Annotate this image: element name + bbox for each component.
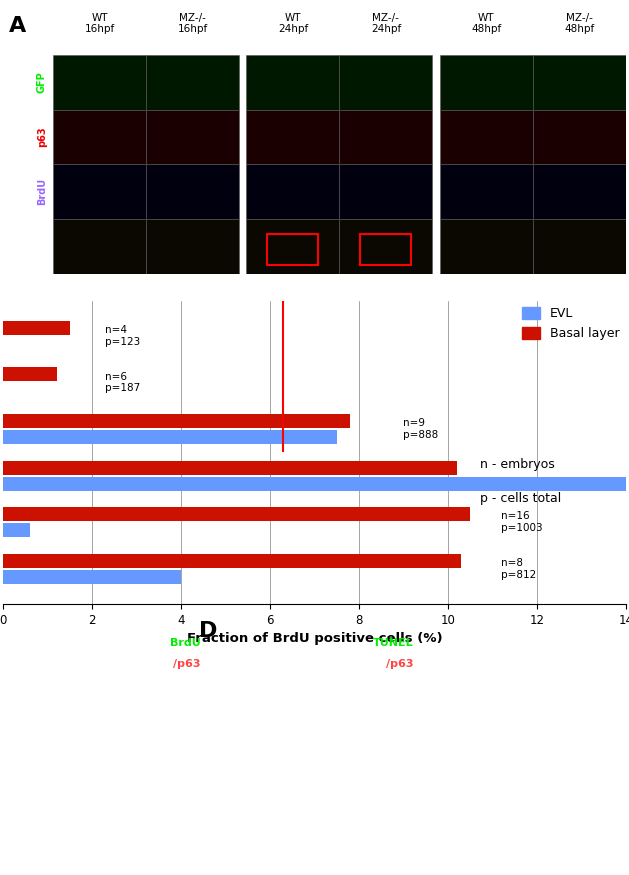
Bar [146,55,239,109]
Bar [440,55,533,109]
Bar [3,477,626,491]
Bar [340,164,432,220]
Text: WT
24hpf: WT 24hpf [278,13,308,34]
Bar [340,109,432,164]
Bar [533,164,626,220]
Text: 96hpf: 96hpf [435,842,476,855]
Text: D: D [199,621,217,641]
Bar [533,55,626,109]
Bar [3,430,337,444]
Bar [146,164,239,220]
Bar [3,523,30,537]
Text: WT
48hpf: WT 48hpf [471,13,501,34]
Bar [267,234,318,264]
X-axis label: Fraction of BrdU positive cells (%): Fraction of BrdU positive cells (%) [187,632,442,645]
Bar [533,109,626,164]
Text: 48hpf: 48hpf [13,842,54,855]
Bar [247,220,340,274]
Text: /p63: /p63 [386,659,414,668]
Text: n - embryos: n - embryos [479,458,554,472]
Bar [53,164,146,220]
Bar [146,220,239,274]
Text: TUNEL: TUNEL [373,638,414,648]
Bar [3,461,457,475]
Bar [247,109,340,164]
Text: n=8
p=812: n=8 p=812 [501,558,537,579]
Bar [53,55,146,109]
Bar [53,220,146,274]
Bar [340,55,432,109]
Text: p - cells total: p - cells total [479,492,561,505]
Bar [3,570,181,584]
Text: Merged: Merged [36,226,47,268]
Text: MZ-/-
24hpf: MZ-/- 24hpf [370,13,401,34]
Bar [440,109,533,164]
Text: n=6
p=187: n=6 p=187 [106,372,141,393]
Bar [3,414,350,428]
Text: 48hpf: 48hpf [229,842,270,855]
Bar [3,321,70,335]
Text: BrdU: BrdU [36,178,47,206]
Bar [3,368,57,382]
Bar [533,220,626,274]
Text: p63: p63 [36,127,47,147]
Bar [440,220,533,274]
Bar [440,164,533,220]
Bar [247,164,340,220]
Text: WT
16hpf: WT 16hpf [84,13,114,34]
Bar [247,55,340,109]
Text: BrdU: BrdU [170,638,201,648]
Text: A: A [9,16,26,36]
Text: MZ-/-
48hpf: MZ-/- 48hpf [564,13,594,34]
Bar [340,220,432,274]
Legend: EVL, Basal layer: EVL, Basal layer [523,307,620,340]
Bar [146,109,239,164]
Bar [53,109,146,164]
Text: MZ-/-
16hpf: MZ-/- 16hpf [177,13,208,34]
Text: n=16
p=1003: n=16 p=1003 [501,512,543,533]
Text: n=9
p=888: n=9 p=888 [403,418,438,440]
Text: n=4
p=123: n=4 p=123 [106,325,141,346]
Bar [360,234,411,264]
Bar [3,554,461,568]
Bar [3,507,470,522]
Text: /p63: /p63 [173,659,201,668]
Text: GFP: GFP [36,72,47,93]
